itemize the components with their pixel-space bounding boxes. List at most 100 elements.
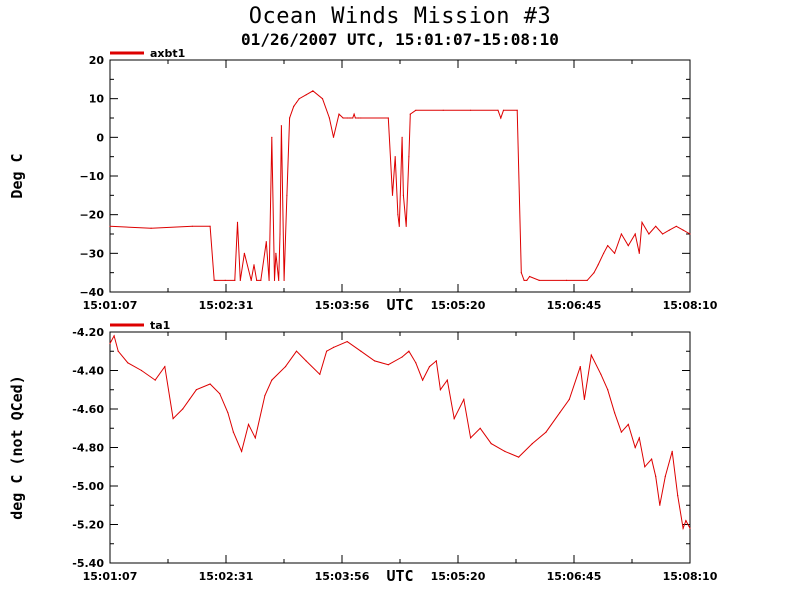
data-point — [401, 136, 403, 138]
data-point — [634, 233, 636, 235]
data-point — [275, 252, 277, 254]
data-point — [470, 437, 472, 439]
data-point — [397, 214, 399, 216]
data-point — [346, 117, 348, 119]
data-point — [360, 350, 362, 352]
data-point — [463, 398, 465, 400]
data-point — [620, 233, 623, 235]
data-point — [239, 279, 241, 281]
x-tick-label: 15:03:56 — [315, 299, 370, 312]
data-point — [360, 117, 362, 119]
data-point — [127, 362, 129, 364]
data-point — [279, 233, 281, 235]
data-point — [332, 136, 335, 138]
data-point — [634, 446, 636, 449]
data-point — [620, 431, 623, 433]
data-point — [391, 194, 394, 196]
y-tick-label: −10 — [79, 170, 104, 183]
legend-label: ta1 — [150, 319, 170, 332]
x-tick-label: 15:02:31 — [199, 299, 254, 312]
y-tick-label: −40 — [79, 286, 104, 299]
data-point — [479, 427, 481, 429]
data-point — [283, 279, 285, 281]
data-point — [354, 117, 356, 119]
data-point — [182, 408, 184, 410]
data-point — [648, 233, 650, 235]
chart-subtitle: 01/26/2007 UTC, 15:01:07-15:08:10 — [241, 30, 559, 49]
data-point — [321, 98, 324, 100]
data-point — [497, 109, 499, 111]
data-point — [409, 113, 411, 115]
data-point — [326, 350, 328, 352]
data-point — [442, 109, 444, 111]
data-point — [195, 389, 197, 391]
data-point — [188, 398, 191, 400]
data-point — [435, 360, 437, 362]
data-point — [518, 456, 520, 458]
data-point — [668, 229, 671, 231]
data-point — [332, 346, 335, 348]
data-point — [260, 279, 262, 281]
data-point — [352, 117, 354, 119]
x-axis-title: UTC — [386, 567, 413, 585]
data-point — [273, 279, 276, 281]
data-point — [627, 423, 629, 425]
x-tick-label: 15:08:10 — [663, 570, 718, 583]
y-tick-label: -4.40 — [72, 365, 104, 378]
data-point — [655, 475, 657, 477]
y-tick-label: -5.00 — [72, 480, 104, 493]
plot-frame — [109, 331, 691, 564]
data-point — [689, 527, 691, 529]
data-point — [264, 394, 266, 397]
data-point — [408, 156, 410, 158]
data-point — [415, 362, 417, 364]
data-point — [265, 241, 267, 243]
data-point — [312, 90, 314, 92]
data-point — [295, 350, 298, 352]
data-point — [227, 412, 229, 414]
legend-label: axbt1 — [150, 47, 185, 60]
data-point — [516, 109, 518, 111]
y-tick-label: -4.20 — [72, 326, 104, 339]
data-point — [614, 252, 616, 254]
data-point — [470, 109, 472, 111]
data-point — [284, 366, 287, 368]
data-point — [644, 466, 646, 468]
data-point — [109, 225, 111, 227]
data-point — [439, 389, 441, 391]
data-point — [234, 279, 236, 281]
data-point — [278, 279, 280, 281]
data-point — [338, 113, 340, 115]
data-point — [529, 275, 531, 278]
data-point — [298, 98, 300, 100]
data-point — [215, 279, 217, 281]
data-point — [213, 279, 215, 281]
data-point — [651, 458, 653, 460]
data-point — [638, 437, 640, 439]
data-point — [415, 109, 417, 111]
data-point — [405, 225, 407, 227]
data-point — [408, 350, 410, 352]
data-point — [305, 94, 307, 96]
data-point — [289, 117, 291, 119]
y-tick-label: -4.60 — [72, 403, 104, 416]
data-point — [172, 418, 174, 420]
data-point — [271, 379, 273, 381]
data-point — [117, 350, 119, 352]
data-point — [280, 125, 282, 127]
series-line-axbt1 — [109, 90, 691, 281]
data-point — [662, 233, 664, 235]
chart-title: Ocean Winds Mission #3 — [248, 4, 552, 29]
data-point — [209, 383, 211, 385]
data-point — [209, 225, 211, 227]
data-point — [387, 364, 389, 366]
data-point — [349, 117, 351, 119]
data-point — [682, 527, 684, 529]
y-tick-label: -4.80 — [72, 442, 104, 455]
data-point — [641, 221, 643, 223]
data-point — [590, 354, 592, 356]
data-point — [600, 373, 602, 375]
data-point — [113, 335, 115, 337]
data-point — [523, 279, 525, 281]
data-point — [357, 117, 359, 119]
